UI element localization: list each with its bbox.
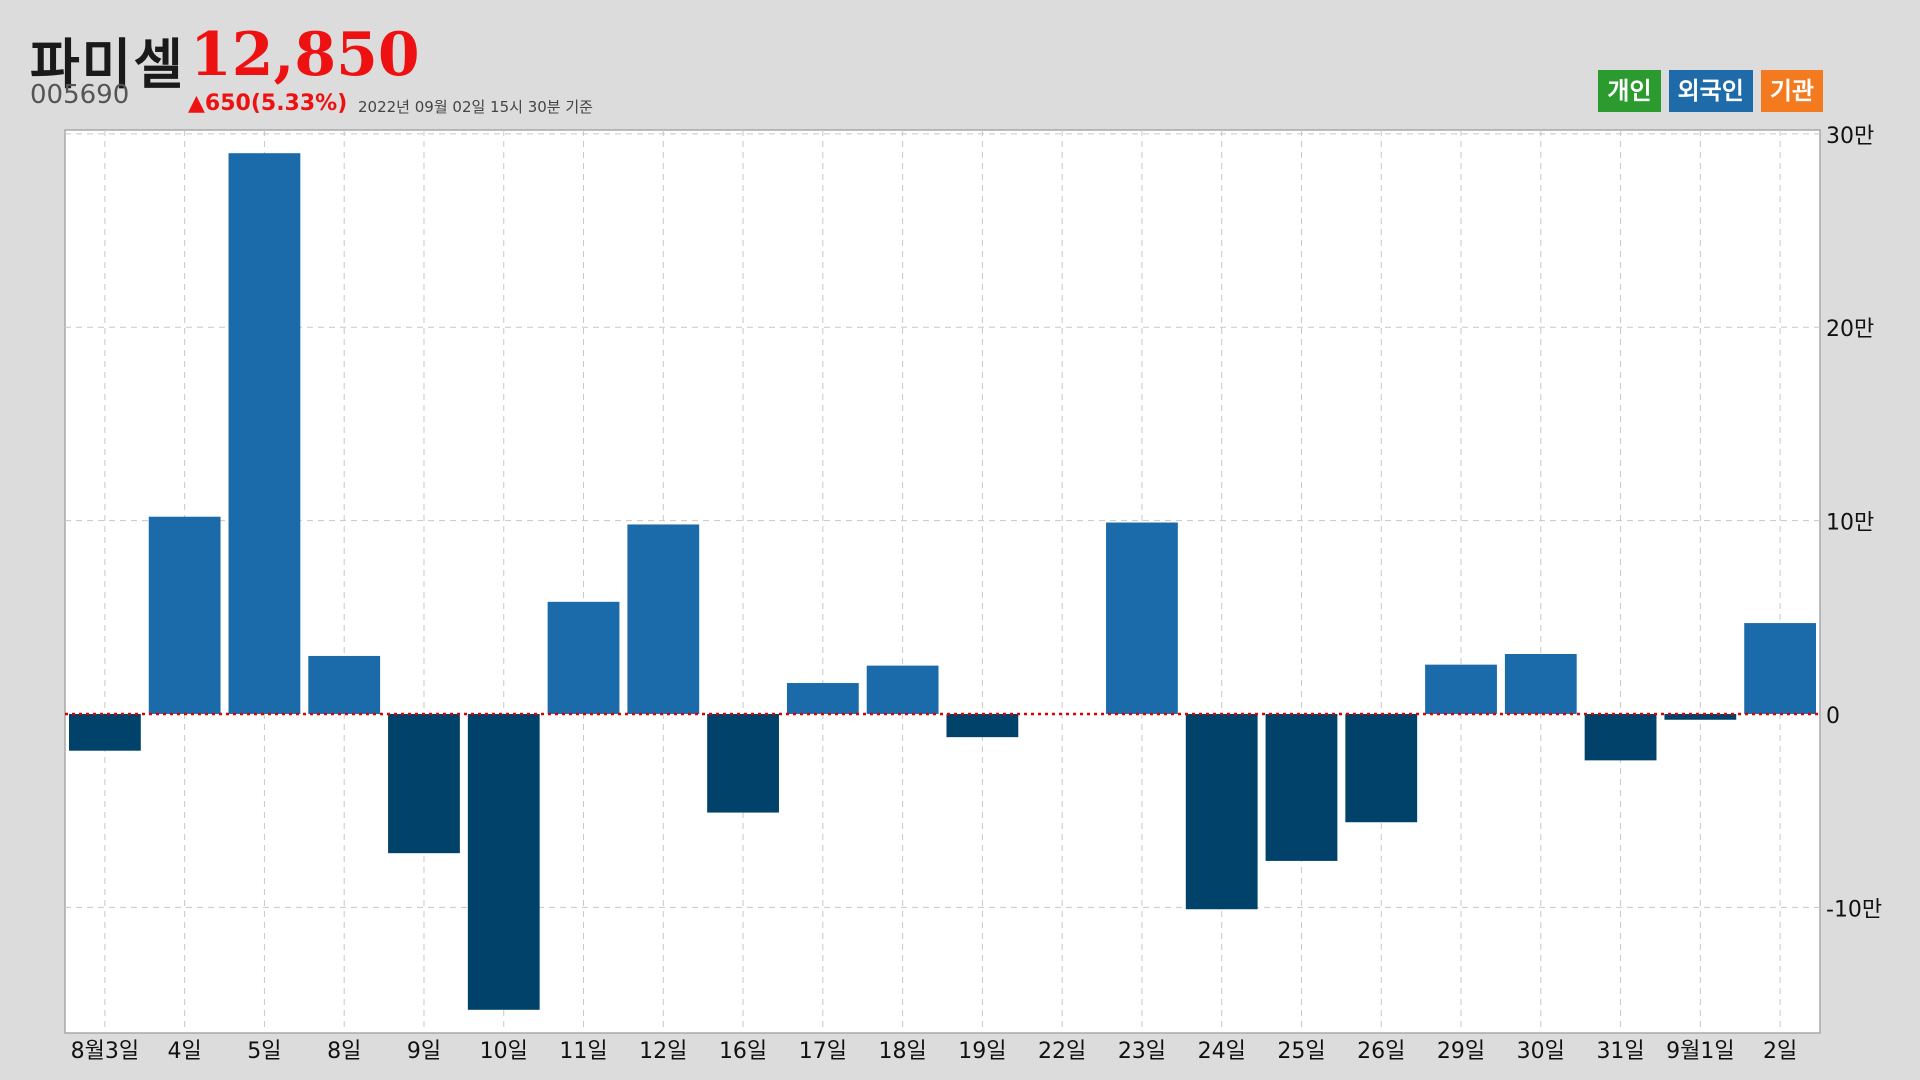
bar[interactable] [866,665,939,714]
x-tick-label: 5일 [247,1039,281,1064]
x-tick-label: 29일 [1437,1039,1485,1064]
bar[interactable] [68,713,141,751]
bar[interactable] [1504,654,1577,714]
x-tick-label: 26일 [1357,1039,1405,1064]
bar[interactable] [1106,522,1178,714]
bar[interactable] [946,713,1019,738]
x-tick-label: 2일 [1763,1039,1797,1064]
x-tick-label: 10일 [480,1039,528,1064]
bar[interactable] [1265,713,1338,861]
bar[interactable] [627,524,700,714]
legend-foreign[interactable]: 외국인 [1668,70,1753,112]
bar[interactable] [1185,713,1258,910]
bar[interactable] [1584,713,1657,761]
bar[interactable] [388,713,460,854]
legend-individual[interactable]: 개인 [1598,70,1661,112]
as-of-timestamp: 2022년 09월 02일 15시 30분 기준 [358,98,593,116]
legend-institution[interactable]: 기관 [1760,70,1823,112]
x-tick-label: 31일 [1596,1039,1644,1064]
x-tick-label: 22일 [1038,1039,1086,1064]
stock-price: 12,850 [190,20,420,90]
x-tick-label: 17일 [799,1039,847,1064]
bar[interactable] [228,153,301,714]
x-tick-label: 16일 [719,1039,767,1064]
stock-code: 005690 [30,80,130,110]
legend: 개인 외국인 기관 [1598,70,1823,112]
x-tick-label: 24일 [1198,1039,1246,1064]
x-tick-label: 19일 [958,1039,1006,1064]
bar[interactable] [308,655,381,714]
x-tick-label: 30일 [1517,1039,1565,1064]
plot-area [64,129,1821,1034]
x-tick-label: 18일 [878,1039,926,1064]
x-tick-label: 9일 [407,1039,441,1064]
x-tick-label: 25일 [1277,1039,1325,1064]
x-tick-label: 12일 [639,1039,687,1064]
bar[interactable] [1744,623,1817,714]
bar[interactable] [1345,713,1418,823]
bar[interactable] [707,713,779,813]
x-tick-label: 11일 [559,1039,607,1064]
x-tick-label: 8일 [327,1039,361,1064]
bar[interactable] [1664,713,1737,720]
x-tick-label: 23일 [1118,1039,1166,1064]
x-tick-label: 8월3일 [71,1039,139,1064]
y-tick-label: 20만 [1826,317,1874,342]
x-tick-label: 9월1일 [1666,1039,1734,1064]
price-change: ▲650(5.33%) [188,91,348,116]
bar[interactable] [467,713,540,1010]
stock-name: 파미셀 [30,33,186,96]
x-tick-label: 4일 [168,1039,202,1064]
y-tick-label: -10만 [1826,897,1882,922]
y-tick-label: 0 [1826,704,1840,729]
bar[interactable] [148,516,221,714]
bar[interactable] [547,601,620,714]
y-tick-label: 30만 [1826,124,1874,149]
bar[interactable] [1425,664,1497,714]
bar[interactable] [786,683,859,714]
y-tick-label: 10만 [1826,511,1874,536]
